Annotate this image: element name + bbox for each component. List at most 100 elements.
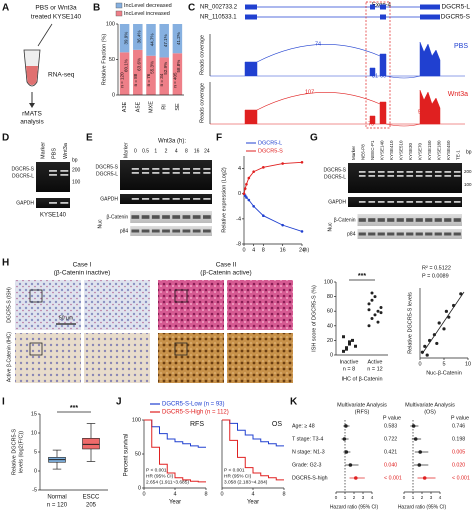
trend-line — [421, 291, 465, 355]
lane-label: KYSE150 — [427, 140, 432, 160]
data-point — [420, 350, 424, 354]
p-value: < 0.001 — [452, 475, 470, 481]
x-axis-title: Year — [169, 500, 181, 506]
stat-label: HR (95% CI) — [146, 473, 174, 479]
row-label: T stage: T3-4 — [292, 436, 323, 442]
blot-band — [182, 215, 191, 219]
blot-band — [387, 232, 395, 236]
data-point — [428, 338, 432, 343]
data-point — [370, 291, 374, 295]
x-tick-label: 0 — [142, 491, 145, 497]
plot-subtitle: (RFS) — [355, 409, 370, 415]
blot-band — [151, 229, 160, 233]
x-tick-label: 5 — [442, 361, 445, 367]
isoform-label: DGCR5-L — [441, 4, 470, 11]
band-label: DGCR5-L — [12, 173, 34, 179]
value-label: 63.6% — [136, 58, 141, 71]
y-axis-title: Reads coverage — [199, 35, 205, 75]
count-label: n = 76 — [146, 73, 151, 86]
exon — [380, 14, 386, 20]
data-point — [243, 187, 247, 190]
panel-letter: D — [2, 133, 9, 144]
x-tick-label: 4 — [251, 491, 254, 497]
panel-letter: J — [116, 397, 122, 408]
panel-letter: C — [188, 3, 195, 14]
condition-label: Wnt3a — [448, 91, 468, 98]
data-point — [300, 160, 304, 164]
y-tick-label: 0 — [34, 468, 37, 474]
junction-count: 74 — [315, 41, 321, 47]
gel-band — [387, 171, 395, 173]
data-point — [252, 170, 255, 174]
data-point — [348, 342, 351, 346]
legend-swatch — [115, 2, 123, 9]
count-label: 205 — [86, 503, 97, 509]
gel-band — [152, 198, 160, 200]
histology-image — [15, 333, 81, 383]
gel-band — [415, 171, 423, 173]
value-label: 58.8% — [176, 60, 181, 73]
lane-label: KYSE410 — [389, 140, 394, 160]
legend-label: DGCR5-S — [258, 148, 283, 154]
coverage — [244, 41, 441, 77]
panel-letter: A — [2, 3, 9, 14]
gel-band — [368, 175, 376, 177]
x-tick-label: 16 — [280, 247, 286, 253]
stat-label: 2.654 (1.911~3.685) — [146, 479, 189, 485]
x-tick-label: 10 — [465, 361, 471, 367]
count-label: n = 405 — [172, 72, 177, 88]
transcript-id: NR_002733.2 — [200, 5, 238, 11]
plot-subtitle: (OS) — [424, 409, 436, 415]
x-tick-label: 4 — [439, 495, 442, 500]
condition-label: PBS — [454, 43, 468, 50]
x-tick-label: 8 — [282, 491, 285, 497]
x-axis-title: Hazard ratio (95% CI) — [398, 504, 447, 510]
y-tick-label: 15 — [31, 411, 37, 417]
blot-band — [444, 232, 452, 236]
stat-label: P < 0.001 — [224, 467, 245, 473]
gel-band — [49, 174, 57, 176]
hazard-ratio — [354, 476, 358, 480]
band-label: DGCR5-S — [323, 167, 346, 173]
gel-band — [182, 198, 191, 200]
y-tick-label: 10 — [31, 430, 37, 436]
y-tick-label: 50 — [135, 451, 141, 457]
x-tick-label: Inactive — [340, 359, 359, 365]
data-point — [345, 347, 348, 351]
transcript-id: NR_110533.1 — [200, 15, 237, 21]
gel-band — [425, 175, 433, 177]
blot-band — [151, 215, 160, 219]
plot-title: Multivariate Analysis — [337, 402, 387, 408]
blot-band — [182, 229, 191, 233]
value-label: 60.1% — [123, 59, 128, 72]
gel-band — [203, 168, 211, 170]
x-tick-label: Normal — [47, 495, 66, 501]
significance: *** — [70, 405, 78, 412]
x-tick-label: 4 — [371, 495, 374, 500]
data-point — [367, 302, 371, 306]
blot-band — [192, 215, 201, 219]
case-title: Case II — [216, 262, 237, 269]
x-tick-label: Active — [368, 359, 383, 365]
case-subtitle: (β-Catenin inactive) — [54, 270, 110, 277]
data-point — [373, 313, 377, 317]
protein-label: β-Catenin — [106, 214, 128, 220]
p-value: 0.020 — [452, 462, 465, 468]
y-tick-label: 0 — [138, 485, 141, 491]
gel-band — [434, 175, 442, 177]
column-header: P value — [383, 415, 401, 421]
y-axis-title: Relative DGCR5-S — [11, 429, 17, 475]
data-point — [370, 298, 374, 302]
histology-image — [227, 280, 293, 330]
gel-band — [162, 168, 170, 170]
junction-arc — [256, 92, 381, 111]
data-point — [432, 333, 436, 337]
lane-label: 24 — [204, 148, 210, 154]
protocol-text: treated KYSE140 — [31, 14, 82, 21]
bar-segment — [119, 24, 130, 53]
x-tick-label: 3 — [430, 495, 433, 500]
gel-band — [172, 172, 180, 174]
hazard-ratio — [342, 437, 347, 441]
blot-band — [162, 229, 170, 233]
value-label: 36.4% — [136, 31, 141, 44]
